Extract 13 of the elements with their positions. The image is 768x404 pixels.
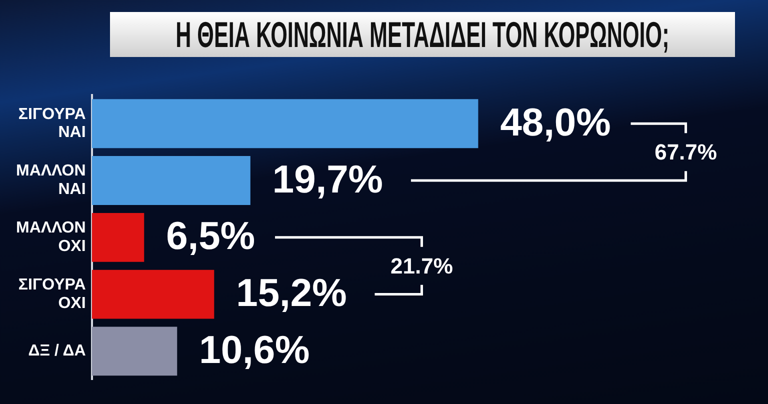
data-label: 19,7% [272, 158, 383, 202]
y-tick-label: ΣΙΓΟΥΡΑ ΝΑΙ [18, 106, 86, 142]
y-tick-label: ΜΑΛΛΟΝ ΝΑΙ [16, 162, 86, 198]
data-label: 10,6% [199, 328, 310, 372]
annotation: 21.7% [390, 253, 453, 278]
data-label: 48,0% [500, 101, 611, 144]
y-tick-label: ΜΑΛΛΟΝ ΟΧΙ [16, 220, 86, 256]
data-label: 6,5% [166, 215, 256, 258]
annotation: 67.7% [654, 140, 717, 165]
chart-title: Η ΘΕΙΑ ΚΟΙΝΩΝΙΑ ΜΕΤΑΔΙΔΕΙ ΤΟΝ ΚΟΡΩΝΟΙΟ; [176, 14, 670, 54]
data-label: 15,2% [236, 272, 347, 316]
y-tick-label: ΔΞ / ΔΑ [28, 342, 86, 360]
y-tick-label: ΣΙΓΟΥΡΑ ΟΧΙ [18, 276, 86, 312]
